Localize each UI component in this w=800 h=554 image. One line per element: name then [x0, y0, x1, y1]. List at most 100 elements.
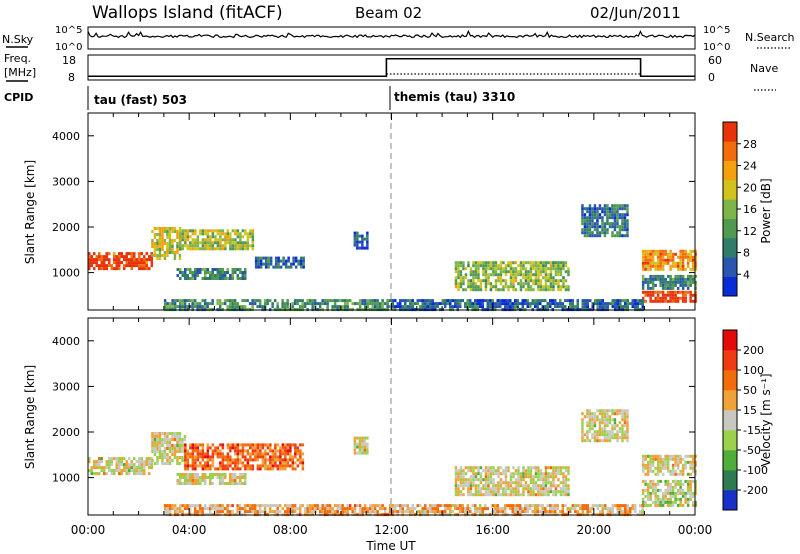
power-echo-cell [626, 204, 629, 208]
power-echo-cell [557, 261, 560, 265]
power-echo-cell [469, 273, 473, 277]
velocity-echo-cell [457, 493, 460, 497]
velocity-echo-cell [229, 482, 232, 485]
power-echo-cell [231, 274, 234, 277]
power-echo-cell [234, 271, 237, 274]
power-echo-cell [366, 240, 369, 244]
power-echo-cell [694, 293, 697, 297]
power-echo-cell [477, 285, 480, 289]
power-echo-cell [524, 279, 528, 283]
power-echo-cell [429, 299, 432, 303]
velocity-echo-cell [249, 455, 252, 459]
power-echo-cell [105, 255, 108, 259]
power-echo-cell [691, 258, 695, 262]
velocity-echo-region [163, 504, 394, 517]
velocity-echo-cell [679, 457, 682, 461]
power-echo-cell [376, 302, 379, 306]
power-echo-cell [466, 302, 469, 306]
power-echo-cell [522, 264, 525, 268]
power-echo-cell [686, 283, 690, 287]
velocity-echo-cell [173, 447, 177, 450]
power-echo-region [179, 229, 255, 251]
power-echo-cell [554, 302, 557, 306]
power-echo-cell [346, 305, 349, 309]
power-echo-cell [611, 222, 614, 226]
power-echo-cell [211, 299, 214, 303]
power-echo-cell [459, 270, 463, 274]
velocity-echo-cell [588, 409, 592, 413]
velocity-echo-cell [171, 507, 174, 511]
velocity-echo-cell [203, 504, 207, 508]
power-echo-cell [484, 267, 488, 271]
power-echo-cell [666, 299, 670, 303]
velocity-echo-cell [676, 466, 680, 470]
velocity-echo-cell [108, 457, 111, 461]
power-echo-cell [123, 258, 126, 262]
velocity-echo-cell [591, 433, 594, 437]
power-echo-cell [614, 302, 617, 306]
power-echo-cell [133, 258, 136, 262]
velocity-echo-cell [556, 504, 559, 508]
velocity-echo-cell [552, 484, 555, 488]
velocity-echo-cell [517, 469, 520, 473]
power-echo-cell [549, 264, 553, 268]
velocity-echo-cell [537, 487, 540, 491]
power-echo-cell [108, 258, 111, 262]
velocity-echo-cell [646, 497, 650, 501]
power-echo-cell [489, 302, 492, 306]
x-tick-label: 00:00 [71, 523, 106, 537]
power-echo-cell [586, 216, 589, 220]
power-echo-cell [694, 249, 697, 253]
velocity-echo-cell [224, 458, 227, 462]
velocity-echo-cell [611, 433, 614, 437]
velocity-echo-cell [95, 472, 98, 476]
velocity-echo-cell [451, 504, 454, 508]
velocity-echo-cell [294, 452, 297, 456]
power-echo-cell [366, 302, 369, 306]
velocity-echo-cell [469, 510, 472, 514]
velocity-echo-cell [611, 424, 614, 428]
power-echo-cell [264, 262, 268, 266]
velocity-echo-cell [128, 457, 131, 461]
power-echo-cell [206, 244, 210, 248]
power-echo-cell [608, 213, 612, 217]
power-echo-cell [199, 247, 202, 251]
power-echo-cell [626, 231, 629, 235]
velocity-echo-cell [676, 479, 680, 483]
power-echo-cell [509, 282, 513, 286]
velocity-echo-cell [524, 510, 527, 514]
power-echo-cell [231, 238, 235, 242]
power-echo-cell [313, 302, 317, 306]
velocity-echo-cell [244, 443, 247, 447]
power-echo-cell [694, 258, 697, 262]
velocity-echo-cell [564, 484, 568, 488]
velocity-echo-cell [336, 510, 339, 514]
velocity-echo-cell [576, 510, 579, 514]
velocity-echo-cell [254, 446, 257, 450]
velocity-echo-cell [606, 510, 609, 514]
power-echo-cell [492, 261, 495, 265]
velocity-echo-cell [401, 504, 404, 508]
velocity-echo-cell [231, 479, 234, 482]
velocity-echo-cell [140, 463, 143, 467]
velocity-echo-cell [661, 494, 665, 498]
velocity-echo-cell [504, 510, 507, 514]
velocity-ytick-label: 3000 [52, 380, 80, 393]
velocity-echo-cell [323, 507, 327, 511]
power-echo-cell [494, 264, 498, 268]
velocity-echo-cell [552, 493, 555, 497]
velocity-echo-cell [236, 443, 240, 447]
power-echo-cell [492, 264, 495, 268]
power-echo-cell [659, 274, 662, 278]
velocity-echo-cell [519, 478, 523, 482]
power-echo-cell [246, 238, 250, 242]
power-echo-cell [173, 227, 177, 230]
power-echo-cell [88, 252, 91, 256]
velocity-echo-cell [426, 510, 429, 514]
power-echo-cell [188, 305, 192, 309]
velocity-echo-cell [549, 490, 553, 494]
power-echo-cell [581, 207, 584, 211]
power-echo-cell [586, 305, 589, 309]
power-echo-cell [549, 299, 552, 303]
velocity-echo-cell [611, 430, 614, 434]
